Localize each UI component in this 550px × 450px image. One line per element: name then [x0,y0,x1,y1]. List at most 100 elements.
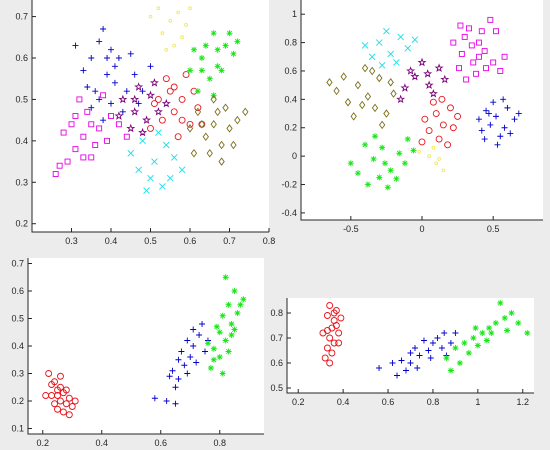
circle-point [328,349,336,357]
pentagram-point [396,94,406,104]
circle-point [166,87,174,95]
dot-point [417,150,422,154]
diamond-point [361,63,369,73]
star-point [486,325,493,331]
y-tick-label: 0.5 [15,94,28,104]
plus-point [394,372,401,379]
square-point [458,50,465,57]
circle-point [62,400,70,408]
diamond-point [194,107,202,117]
dot-point [172,43,177,48]
y-tick-label: 0.5 [11,314,24,324]
star-point [384,184,391,191]
diamond-point [198,120,206,129]
diamond-point [383,109,390,118]
circle-point [57,383,64,391]
x-tick-label: 0.8 [427,397,440,407]
circle-point [194,104,202,112]
plot-top-right: -0.5 0 0.5 -0.4 -0.2 0 0.2 0.4 0.6 0.8 1 [281,0,543,234]
diamond-point [210,95,217,104]
diamond-point [359,100,366,110]
plus-point [84,84,91,90]
dot-point [160,31,165,35]
circle-point [150,100,158,108]
x-point [166,174,174,182]
circle-point [57,397,64,405]
plus-point [151,395,158,402]
pentagram-point [428,88,438,98]
plus-point [111,79,118,86]
x-point [411,36,419,44]
circle-point [323,312,331,319]
diamond-point [234,115,241,125]
circle-point [326,334,334,342]
dot-point [437,157,441,161]
diamond-point [344,97,352,107]
diamond-point [333,86,340,96]
circle-point [154,95,162,103]
axes-lines [300,0,543,221]
plus-point [190,326,197,333]
circle-point [51,400,58,408]
pentagram-point [130,94,140,104]
star-point [206,75,213,82]
x-point [143,187,150,194]
circle-point [62,386,70,394]
star-point [219,312,226,319]
star-point [347,160,354,167]
circle-point [71,397,79,405]
plus-point [100,117,107,124]
plus-point [108,46,114,53]
x-point [404,44,412,52]
star-point [210,30,217,37]
pentagram-point [153,107,163,116]
plot-area [287,298,534,393]
x-tick-label: -0.5 [343,224,359,234]
plus-point [172,400,179,407]
star-point [222,42,229,49]
circle-point [335,339,343,347]
star-point [213,323,220,330]
y-tick-label: 0.2 [15,219,28,229]
circle-point [323,344,331,352]
plus-point [501,124,508,131]
square-point [457,22,464,29]
plus-point [497,133,504,140]
plus-point [447,340,454,346]
circle-point [447,104,454,112]
square-point [473,70,480,77]
star-point [234,310,241,316]
star-point [219,370,226,377]
dot-point [156,6,161,11]
circle-point [449,124,457,132]
star-point [225,301,232,308]
square-point [64,158,71,165]
circle-point [158,116,166,124]
x-tick-label: 0.6 [154,438,167,448]
y-tick-label: 0.8 [284,38,297,48]
y-tick-label: 0 [292,151,297,161]
y-tick-label: -0.4 [281,208,297,218]
star-point [393,175,400,182]
star-point [381,160,388,167]
star-point [354,170,361,177]
x-tick-label: 0.2 [36,438,49,448]
plus-point [190,343,197,349]
star-point [376,174,383,181]
star-point [204,340,211,347]
circle-point [432,110,440,117]
star-point [216,329,223,336]
pentagram-point [149,78,159,87]
star-point [218,67,225,74]
diamond-point [218,140,225,150]
diamond-point [354,80,362,90]
star-point [364,181,371,188]
star-point [210,356,217,363]
square-point [92,142,99,148]
plus-point [481,136,488,143]
circle-point [330,339,338,347]
pentagram-point [424,80,434,89]
plus-point [181,362,188,369]
plus-point [376,365,383,371]
